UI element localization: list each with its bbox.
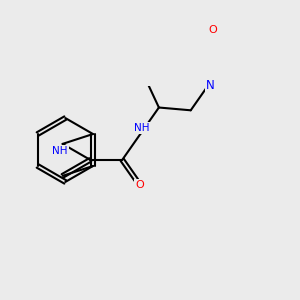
Text: NH: NH	[52, 146, 68, 156]
Text: O: O	[135, 180, 144, 190]
Text: NH: NH	[134, 123, 150, 133]
Text: N: N	[206, 79, 215, 92]
Text: O: O	[208, 25, 217, 35]
